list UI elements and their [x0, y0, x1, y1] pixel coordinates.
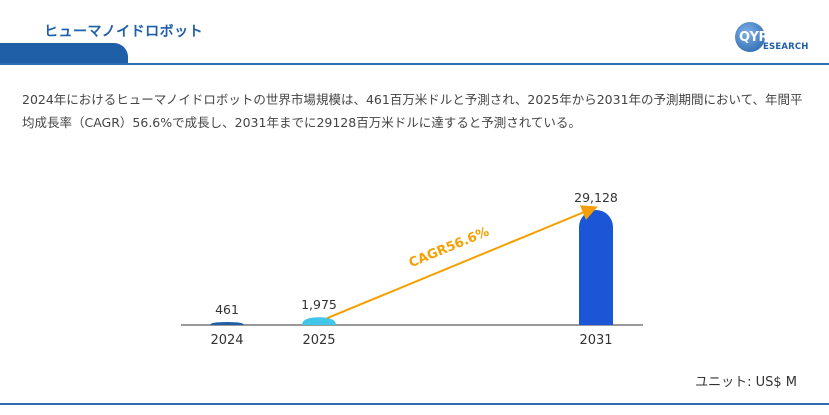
value-label-2025: 1,975 [301, 297, 337, 312]
cagr-annotation: CAGR56.6% [407, 225, 492, 271]
footer-divider [0, 403, 829, 405]
logo-subtext: ESEARCH [763, 42, 809, 52]
bar-2025 [302, 317, 336, 325]
market-description: 2024年におけるヒューマノイドロボットの世界市場規模は、461百万米ドルと予測… [22, 92, 803, 130]
market-size-chart: 461 2024 1,975 2025 29,128 2031 CAGR56.6% [181, 190, 643, 348]
header: ヒューマノイドロボット QYR ESEARCH [0, 0, 829, 70]
value-label-2031: 29,128 [574, 190, 618, 205]
qyresearch-logo: QYR ESEARCH [733, 22, 813, 58]
value-label-2024: 461 [215, 302, 239, 317]
header-divider [0, 63, 829, 65]
bar-2024 [210, 322, 244, 325]
cagr-arrow [326, 205, 598, 320]
logo-text: QYR [739, 30, 768, 45]
category-label-2024: 2024 [210, 333, 243, 348]
unit-label: ユニット: US$ M [695, 375, 797, 390]
page-title: ヒューマノイドロボット [44, 24, 204, 40]
category-label-2025: 2025 [302, 333, 335, 348]
header-tab-accent [0, 43, 128, 65]
bar-2031 [579, 210, 613, 325]
logo-globe-icon [735, 22, 765, 52]
category-label-2031: 2031 [579, 333, 612, 348]
